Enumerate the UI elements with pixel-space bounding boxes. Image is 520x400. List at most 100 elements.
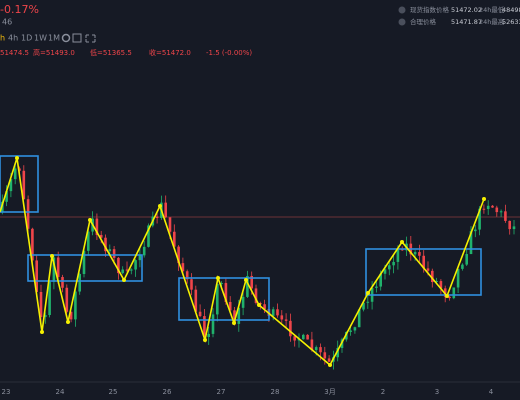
candle-body — [486, 205, 490, 210]
interval-button[interactable]: 1D — [21, 34, 32, 43]
candle-body — [396, 249, 400, 262]
ohlc-close: 收=51472.0 — [149, 48, 191, 57]
candle-body — [246, 275, 249, 297]
stat-label: 现货指数价格 — [410, 5, 450, 14]
candle-body — [203, 316, 206, 337]
candle-body — [31, 228, 34, 261]
candle-body — [237, 307, 241, 324]
interval-button[interactable]: 1M — [48, 34, 60, 43]
candle-body — [142, 246, 146, 256]
candle-body — [65, 287, 69, 312]
x-axis-label: 4 — [489, 388, 494, 396]
candle-body — [26, 199, 30, 229]
zigzag-point — [482, 197, 486, 201]
zigzag-point — [88, 218, 92, 222]
candle-body — [491, 205, 494, 208]
zigzag-point — [203, 338, 207, 342]
x-axis-label: 28 — [271, 388, 280, 396]
candle-body — [314, 347, 318, 351]
info-icon — [398, 6, 406, 14]
ohlc-low: 低=51365.5 — [90, 48, 132, 57]
price-sub: 46 — [2, 18, 12, 27]
candle-body — [465, 254, 468, 265]
indicator-icon[interactable] — [72, 33, 82, 43]
candle-body — [5, 191, 8, 202]
candle-body — [452, 287, 456, 299]
candle-body — [74, 291, 77, 320]
candle-body — [35, 260, 38, 292]
candle-body — [228, 301, 232, 311]
candle-body — [82, 250, 86, 274]
candle-body — [310, 339, 314, 351]
candle-body — [349, 330, 352, 332]
ohlc-change: -1.5 (-0.00%) — [206, 49, 252, 57]
stat-value: 52633 — [502, 18, 520, 26]
candle-body — [280, 315, 284, 320]
candle-body — [443, 288, 447, 297]
candle-body — [426, 268, 430, 271]
candle-body — [495, 207, 499, 213]
interval-button[interactable]: h — [0, 34, 5, 43]
candle-body — [392, 261, 395, 266]
zigzag-point — [15, 156, 19, 160]
candle-body — [431, 270, 434, 283]
candle-body — [173, 231, 176, 247]
settings-icon[interactable] — [61, 33, 71, 43]
stat-value: 51472.02 — [451, 6, 482, 14]
candle-body — [366, 301, 370, 303]
interval-button[interactable]: 1W — [34, 34, 47, 43]
candle-body — [388, 265, 391, 270]
candle-body — [439, 281, 443, 289]
candle-body — [323, 352, 327, 359]
candle-body — [190, 279, 193, 290]
candle-body — [52, 257, 56, 282]
price-change: -0.17% — [0, 3, 39, 16]
candle-body — [250, 275, 253, 289]
candle-body — [224, 283, 228, 302]
candle-body — [504, 211, 507, 221]
candle-body — [263, 304, 266, 309]
candle-body — [478, 208, 481, 230]
info-icon — [398, 18, 406, 26]
candle-body — [185, 271, 189, 280]
stat-label: 合理价格 — [410, 17, 437, 26]
candle-body — [177, 246, 180, 264]
candle-body — [216, 284, 219, 315]
candle-body — [194, 289, 198, 312]
x-axis-label: 26 — [163, 388, 172, 396]
stat-value: 48498 — [502, 6, 520, 14]
candle-body — [78, 273, 81, 292]
candle-body — [284, 319, 288, 321]
candle-body — [435, 281, 438, 283]
zigzag-point — [158, 204, 162, 208]
candle-body — [379, 273, 382, 287]
candle-body — [95, 218, 99, 235]
candle-body — [198, 311, 202, 317]
x-axis-label: 3 — [435, 388, 439, 396]
zigzag-point — [232, 321, 236, 325]
candle-body — [22, 170, 26, 200]
candle-body — [220, 283, 223, 285]
candle-body — [512, 226, 516, 230]
ohlc-open: 51474.5 — [0, 49, 29, 57]
zigzag-point — [257, 303, 261, 307]
candle-body — [319, 347, 322, 353]
x-axis-label: 24 — [56, 388, 65, 396]
pattern-box — [27, 254, 143, 282]
candle-body — [56, 257, 60, 278]
x-axis-label: 27 — [217, 388, 226, 396]
fullscreen-icon[interactable] — [85, 34, 96, 43]
candle-body — [254, 288, 258, 303]
candle-body — [130, 269, 133, 271]
candle-body — [138, 255, 142, 261]
ohlc-high: 高=51493.0 — [33, 48, 75, 57]
interval-button[interactable]: 4h — [8, 34, 18, 43]
candle-body — [474, 229, 477, 232]
candle-body — [456, 268, 460, 288]
candle-body — [422, 255, 425, 269]
candle-body — [108, 249, 112, 252]
zigzag-point — [400, 240, 404, 244]
candle-body — [362, 302, 365, 310]
candle-body — [104, 237, 107, 252]
